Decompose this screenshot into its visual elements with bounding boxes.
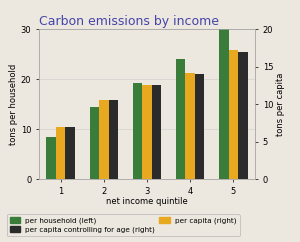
- Text: Carbon emissions by income: Carbon emissions by income: [39, 15, 219, 28]
- Bar: [133, 83, 142, 179]
- Bar: [89, 106, 99, 179]
- Bar: [99, 100, 109, 179]
- Bar: [185, 73, 195, 179]
- Legend: per household (left), per capita controlling for age (right), per capita (right): per household (left), per capita control…: [7, 214, 240, 236]
- Bar: [142, 85, 152, 179]
- Y-axis label: tons per capita: tons per capita: [276, 72, 285, 136]
- Bar: [195, 74, 205, 179]
- Bar: [56, 127, 65, 179]
- Y-axis label: tons per household: tons per household: [9, 63, 18, 145]
- Bar: [219, 27, 229, 179]
- Bar: [46, 136, 56, 179]
- Bar: [152, 85, 161, 179]
- Bar: [176, 59, 185, 179]
- Bar: [109, 100, 118, 179]
- Bar: [65, 127, 75, 179]
- Bar: [229, 50, 238, 179]
- X-axis label: net income quintile: net income quintile: [106, 197, 188, 206]
- Bar: [238, 52, 248, 179]
